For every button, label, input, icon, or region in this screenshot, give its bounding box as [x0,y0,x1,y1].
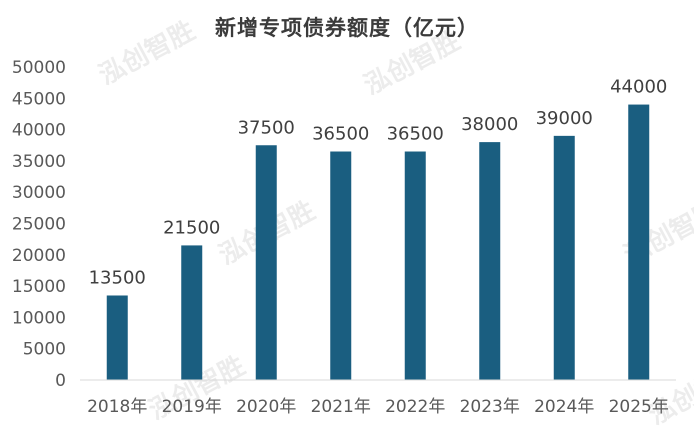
y-tick-label: 30000 [12,183,66,203]
y-tick-label: 10000 [12,308,66,328]
y-axis: 0 5000 10000 15000 20000 25000 30000 35000 40000… [12,58,66,391]
y-tick-label: 45000 [12,89,66,109]
bar [330,151,352,380]
x-tick-label: 2024年 [534,397,594,417]
data-label: 21500 [163,217,220,238]
x-tick-label: 2025年 [609,397,669,417]
x-axis: 2018年 2019年 2020年 2021年 2022年 2023年 2024年 2025年 [80,379,676,417]
y-tick-label: 50000 [12,58,66,78]
bar-series [106,104,650,380]
data-label: 36500 [387,124,444,145]
data-label: 13500 [89,267,146,288]
watermark-text: 泓创智胜 [359,26,465,101]
x-tick-label: 2021年 [311,397,371,417]
data-label: 44000 [610,77,667,98]
bar [553,135,575,380]
bar [628,104,650,380]
data-labels: 13500 21500 37500 36500 36500 38000 39000 44000 [89,77,668,289]
bar [479,142,501,380]
y-tick-label: 25000 [12,215,66,235]
bar [106,295,128,380]
watermark-text: 泓创智胜 [94,16,200,91]
y-tick-label: 5000 [23,340,66,360]
x-tick-label: 2020年 [236,397,296,417]
y-tick-label: 35000 [12,152,66,172]
data-label: 38000 [461,114,518,135]
x-tick-label: 2018年 [87,397,147,417]
data-label: 37500 [238,117,295,138]
watermark-text: 泓创智胜 [644,356,694,431]
x-tick-label: 2019年 [162,397,222,417]
y-tick-label: 20000 [12,246,66,266]
y-tick-label: 15000 [12,277,66,297]
y-tick-label: 40000 [12,121,66,141]
chart-title: 新增专项债券额度（亿元） [215,16,479,40]
bar [404,151,426,380]
bar [255,145,277,380]
x-tick-label: 2023年 [460,397,520,417]
bar [181,245,203,380]
y-tick-label: 0 [55,371,66,391]
data-label: 39000 [536,108,593,129]
x-tick-label: 2022年 [385,397,445,417]
data-label: 36500 [312,124,369,145]
